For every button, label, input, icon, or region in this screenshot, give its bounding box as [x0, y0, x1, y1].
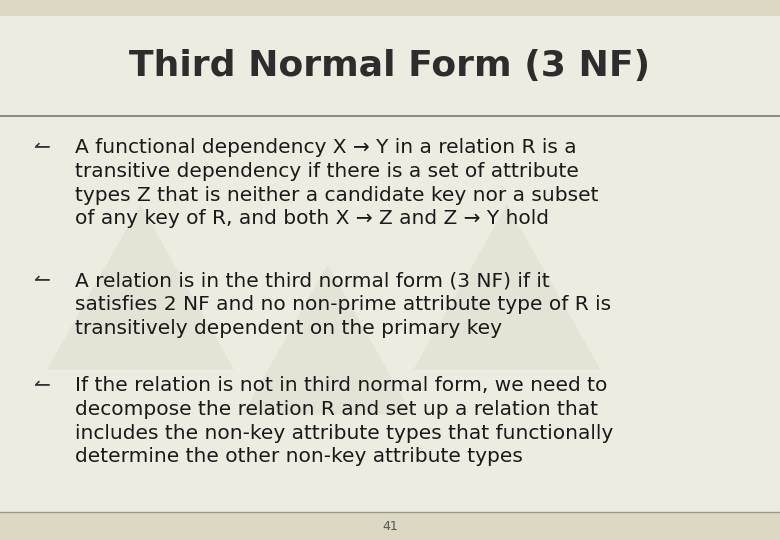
- Text: ↼: ↼: [34, 138, 51, 157]
- Polygon shape: [243, 265, 413, 415]
- Text: 41: 41: [382, 520, 398, 533]
- Polygon shape: [413, 205, 601, 369]
- Polygon shape: [47, 205, 234, 369]
- Text: ↼: ↼: [34, 376, 51, 395]
- Text: Third Normal Form (3 NF): Third Normal Form (3 NF): [129, 49, 651, 83]
- Text: A functional dependency X → Y in a relation R is a
transitive dependency if ther: A functional dependency X → Y in a relat…: [75, 138, 598, 228]
- Bar: [0, 513, 780, 540]
- Bar: [0, 16, 780, 116]
- Bar: [0, 0, 780, 16]
- Text: ↼: ↼: [34, 271, 51, 290]
- Text: A relation is in the third normal form (3 NF) if it
satisfies 2 NF and no non-pr: A relation is in the third normal form (…: [75, 271, 611, 338]
- Text: If the relation is not in third normal form, we need to
decompose the relation R: If the relation is not in third normal f…: [75, 376, 613, 467]
